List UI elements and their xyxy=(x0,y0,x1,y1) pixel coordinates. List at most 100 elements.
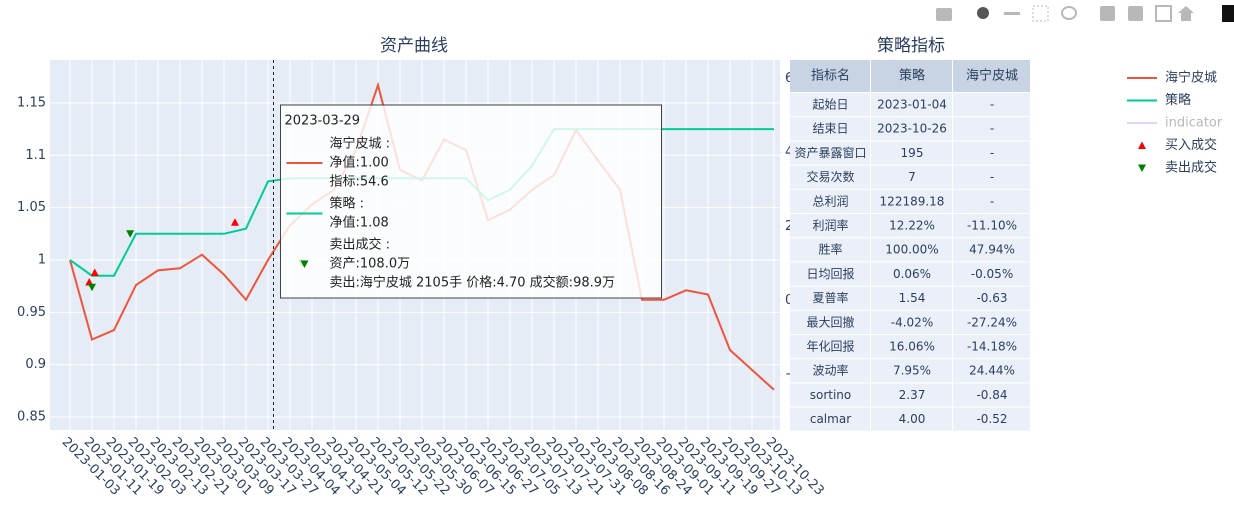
table-header-cell xyxy=(871,60,952,92)
table-cell-text: -0.52 xyxy=(976,412,1007,426)
y2-tick-label: 4 xyxy=(785,145,793,160)
table-cell xyxy=(871,214,952,238)
table-cell xyxy=(790,262,870,286)
table-cell-text: 47.94% xyxy=(969,243,1015,257)
sell-marker xyxy=(88,283,96,292)
table-cell xyxy=(790,141,870,165)
table-cell-text: 资产暴露窗口 xyxy=(794,146,866,160)
table-cell xyxy=(953,359,1030,383)
table-cell-text: 12.22% xyxy=(889,219,935,233)
table-cell-text: sortino xyxy=(810,388,852,402)
hover-line: 卖出:海宁皮城 2105手 价格:4.70 成交额:98.9万 xyxy=(330,275,616,291)
table-header: 指标名 xyxy=(811,68,850,84)
table-cell-text: -0.63 xyxy=(976,291,1007,305)
table-cell xyxy=(871,262,952,286)
tool-lasso[interactable] xyxy=(1061,6,1077,20)
buy-marker xyxy=(90,268,99,277)
table-cell xyxy=(790,165,870,189)
table-header-cell xyxy=(790,60,870,92)
table-cell xyxy=(871,141,952,165)
tool-camera[interactable] xyxy=(936,8,952,21)
y-tick-label: 0.95 xyxy=(17,305,46,320)
table-cell-text: 总利润 xyxy=(812,194,848,208)
table-cell xyxy=(871,359,952,383)
table-cell xyxy=(871,165,952,189)
sell-marker xyxy=(1138,164,1146,172)
tool-zoom-out[interactable] xyxy=(1128,6,1143,21)
y-tick-label: 0.85 xyxy=(17,410,46,425)
table-cell xyxy=(871,117,952,141)
table-cell-text: 16.06% xyxy=(889,340,935,354)
tool-pan[interactable] xyxy=(1004,12,1020,15)
legend-label[interactable]: 策略 xyxy=(1165,92,1191,108)
tool-zoom[interactable] xyxy=(977,7,989,19)
buy-marker xyxy=(85,277,94,286)
chart-title: 资产曲线 xyxy=(380,36,448,56)
table-cell-text: - xyxy=(990,98,994,112)
table-cell-text: 交易次数 xyxy=(806,169,854,184)
table-cell xyxy=(953,165,1030,189)
legend-label[interactable]: 卖出成交 xyxy=(1165,160,1217,176)
table-cell xyxy=(953,383,1030,407)
table-cell xyxy=(871,335,952,359)
table-cell-text: 2023-01-04 xyxy=(877,98,947,112)
table-cell-text: 7 xyxy=(908,170,916,184)
buy-marker xyxy=(1138,141,1146,149)
table-cell xyxy=(871,238,952,262)
table-cell xyxy=(790,189,870,213)
y-tick-label: 0.9 xyxy=(25,357,46,372)
table-cell-text: 日均回报 xyxy=(806,266,854,281)
y2-tick-label: 2 xyxy=(785,219,793,234)
table-cell xyxy=(790,383,870,407)
tool-zoom-in[interactable] xyxy=(1100,6,1115,21)
table-cell xyxy=(953,310,1030,334)
table-cell xyxy=(790,335,870,359)
hover-box xyxy=(280,104,662,299)
tool-select[interactable] xyxy=(1032,5,1049,22)
table-cell-text: - xyxy=(990,194,994,208)
legend-label[interactable]: indicator xyxy=(1165,116,1223,131)
table-cell-text: 结束日 xyxy=(812,122,848,136)
hover-line: 资产:108.0万 xyxy=(330,257,411,272)
tool-autoscale[interactable] xyxy=(1155,5,1172,22)
table-cell xyxy=(790,407,870,431)
table-header: 海宁皮城 xyxy=(966,68,1018,84)
table-cell-text: 2.37 xyxy=(899,388,926,402)
tool-logo[interactable] xyxy=(1222,5,1234,22)
table-cell-text: 100.00% xyxy=(885,243,938,257)
table-cell xyxy=(871,383,952,407)
table-title: 策略指标 xyxy=(877,36,945,56)
table-cell xyxy=(953,286,1030,310)
table-cell-text: -27.24% xyxy=(967,315,1017,329)
table-cell xyxy=(790,286,870,310)
table-cell-text: - xyxy=(990,146,994,160)
table-cell-text: 胜率 xyxy=(818,242,842,257)
legend-label[interactable]: 海宁皮城 xyxy=(1165,70,1217,86)
table-cell xyxy=(790,214,870,238)
sell-marker xyxy=(126,230,135,238)
table-cell xyxy=(790,93,870,117)
hover-group-name: 海宁皮城 : xyxy=(330,136,391,152)
table-cell xyxy=(871,93,952,117)
table-cell-text: calmar xyxy=(810,412,851,426)
table-cell xyxy=(953,141,1030,165)
buy-marker xyxy=(231,218,239,226)
legend-label[interactable]: 买入成交 xyxy=(1165,137,1217,153)
table-cell-text: 2023-10-26 xyxy=(877,122,947,136)
table-cell-text: -0.05% xyxy=(971,267,1013,281)
hover-line: 指标:54.6 xyxy=(330,175,389,190)
hover-line: 净值:1.08 xyxy=(330,215,389,231)
table-cell xyxy=(953,117,1030,141)
table-cell-text: - xyxy=(990,122,994,136)
table-cell xyxy=(953,214,1030,238)
table-cell-text: -14.18% xyxy=(967,340,1017,354)
table-cell-text: -0.84 xyxy=(976,388,1007,402)
toolbar xyxy=(936,5,1234,22)
table-cell-text: 利润率 xyxy=(812,218,848,233)
table-cell-text: 年化回报 xyxy=(806,339,854,354)
tool-home[interactable] xyxy=(1178,6,1194,21)
table-cell xyxy=(871,310,952,334)
table-cell-text: 24.44% xyxy=(969,364,1015,378)
y-tick-label: 1.1 xyxy=(25,148,46,163)
table-cell xyxy=(953,262,1030,286)
